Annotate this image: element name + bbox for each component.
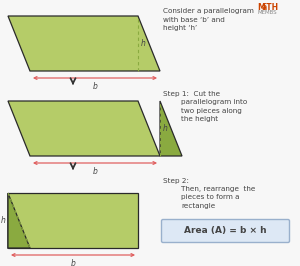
Text: äTH: äTH xyxy=(262,3,279,12)
Polygon shape xyxy=(8,193,30,248)
Text: b: b xyxy=(70,259,75,266)
Text: h: h xyxy=(1,216,5,225)
Text: h: h xyxy=(163,124,168,133)
Text: Consider a parallelogram
with base ‘b’ and
height ‘h’: Consider a parallelogram with base ‘b’ a… xyxy=(163,8,254,31)
Polygon shape xyxy=(8,193,138,248)
Text: Area (A) = b × h: Area (A) = b × h xyxy=(184,227,267,235)
Text: Step 1:  Cut the: Step 1: Cut the xyxy=(163,91,220,97)
Text: Step 2:: Step 2: xyxy=(163,178,189,184)
Polygon shape xyxy=(160,101,182,156)
Text: MEMBS: MEMBS xyxy=(257,10,277,15)
Text: M: M xyxy=(257,3,265,12)
Text: h: h xyxy=(141,39,146,48)
FancyBboxPatch shape xyxy=(161,219,290,243)
Text: b: b xyxy=(93,82,98,91)
Polygon shape xyxy=(8,101,160,156)
Text: Then, rearrange  the
pieces to form a
rectangle: Then, rearrange the pieces to form a rec… xyxy=(181,186,255,209)
Text: parallelogram into
two pieces along
the height: parallelogram into two pieces along the … xyxy=(181,99,247,122)
Polygon shape xyxy=(8,16,160,71)
Text: b: b xyxy=(93,167,98,176)
